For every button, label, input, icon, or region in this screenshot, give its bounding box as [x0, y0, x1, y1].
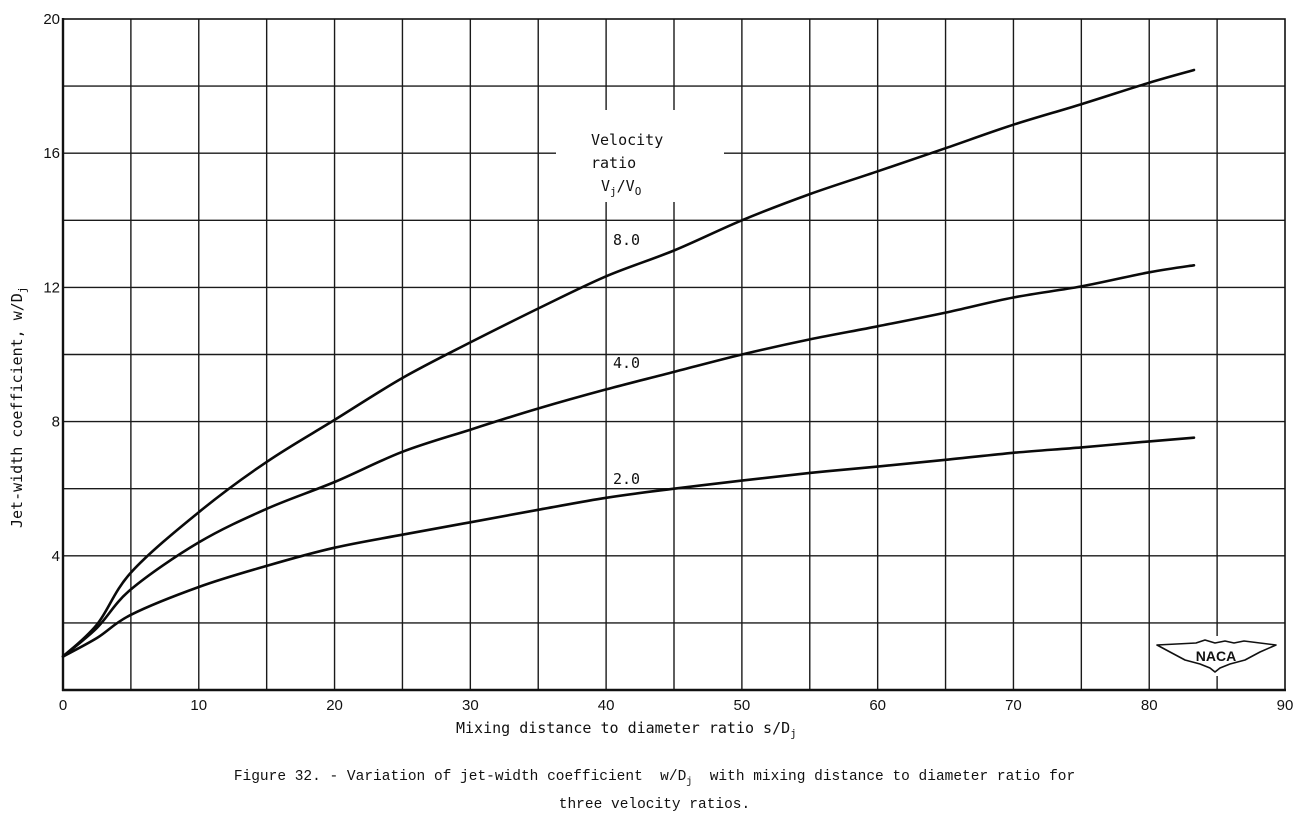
- series-label-4: 4.0: [613, 354, 640, 372]
- x-tick-label: 20: [326, 697, 343, 714]
- legend: Velocity ratio Vj/VO: [591, 131, 663, 198]
- label-masks: [556, 110, 1280, 676]
- figure-caption-line2: three velocity ratios.: [558, 797, 751, 813]
- y-tick-label: 8: [52, 414, 60, 431]
- curve-velocity-ratio-8.0: [61, 68, 1196, 658]
- y-tick-labels: 4 8 12 16 20: [43, 11, 60, 565]
- legend-title-line3: Vj/VO: [601, 177, 641, 198]
- y-tick-label: 16: [43, 145, 60, 162]
- legend-title-line2: ratio: [591, 154, 636, 172]
- legend-mask: [556, 110, 724, 202]
- y-tick-label: 4: [52, 548, 60, 565]
- caption-prefix: Figure 32. - Variation of jet-width coef…: [233, 769, 687, 785]
- y-tick-label: 12: [43, 279, 60, 296]
- caption-suffix: with mixing distance to diameter ratio f…: [692, 769, 1076, 785]
- data-curves: [61, 68, 1196, 658]
- legend-title-line1: Velocity: [591, 131, 663, 149]
- naca-logo-text: NACA: [1196, 648, 1236, 664]
- curve-velocity-ratio-2.0: [61, 436, 1196, 658]
- x-axis-title: Mixing distance to diameter ratio s/Dj: [456, 719, 797, 740]
- naca-logo: NACA: [1156, 639, 1277, 673]
- y-tick-label: 20: [43, 11, 60, 28]
- caption-sub: j: [686, 776, 693, 788]
- x-tick-label: 40: [598, 697, 615, 714]
- series-label-8: 8.0: [613, 231, 640, 249]
- x-tick-label: 90: [1277, 697, 1294, 714]
- y-axis-title: Jet-width coefficient, w/Dj: [8, 287, 29, 528]
- curve-velocity-ratio-4.0: [61, 264, 1196, 658]
- x-tick-label: 70: [1005, 697, 1022, 714]
- x-tick-label: 60: [869, 697, 886, 714]
- x-tick-label: 50: [734, 697, 751, 714]
- x-tick-labels: 0 10 20 30 40 50 60 70 80 90: [59, 697, 1294, 714]
- x-tick-label: 0: [59, 697, 67, 714]
- naca-wing-icon: [1156, 639, 1277, 673]
- x-tick-label: 10: [190, 697, 207, 714]
- series-label-2: 2.0: [613, 470, 640, 488]
- x-tick-label: 30: [462, 697, 479, 714]
- x-tick-label: 80: [1141, 697, 1158, 714]
- figure-caption-line1: Figure 32. - Variation of jet-width coef…: [0, 769, 1309, 788]
